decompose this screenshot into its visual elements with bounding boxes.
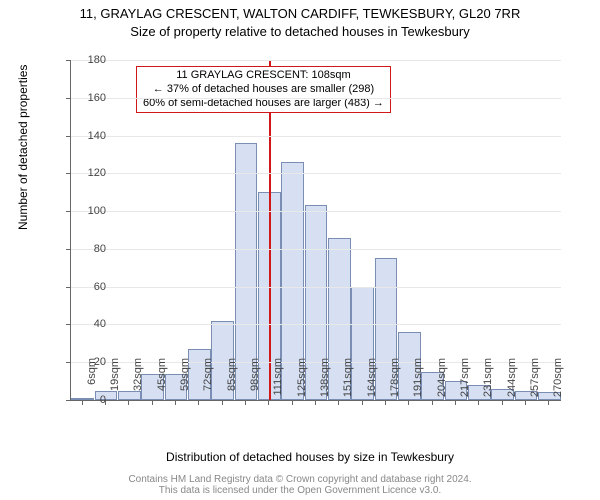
xtick-mark [128,400,129,405]
xtick-label: 85sqm [226,358,238,408]
footer-attribution: Contains HM Land Registry data © Crown c… [0,474,600,496]
gridline-h [71,136,561,137]
xtick-mark [315,400,316,405]
footer-line2: This data is licensed under the Open Gov… [0,485,600,496]
xtick-mark [478,400,479,405]
xtick-label: 178sqm [389,358,401,408]
ytick-mark [66,287,71,288]
page-title-address: 11, GRAYLAG CRESCENT, WALTON CARDIFF, TE… [0,6,600,21]
xtick-mark [548,400,549,405]
xtick-label: 191sqm [412,358,424,408]
xtick-mark [385,400,386,405]
gridline-h [71,324,561,325]
xtick-label: 72sqm [202,358,214,408]
xtick-label: 217sqm [459,358,471,408]
xtick-label: 204sqm [436,358,448,408]
gridline-h [71,249,561,250]
gridline-h [71,173,561,174]
xtick-label: 45sqm [156,358,168,408]
ytick-mark [66,362,71,363]
ytick-mark [66,211,71,212]
xtick-mark [152,400,153,405]
ytick-mark [66,173,71,174]
footer-line1: Contains HM Land Registry data © Crown c… [0,474,600,485]
ytick-mark [66,249,71,250]
ytick-mark [66,324,71,325]
xtick-mark [222,400,223,405]
xtick-mark [362,400,363,405]
ytick-label: 40 [76,318,106,330]
xtick-mark [198,400,199,405]
xtick-mark [502,400,503,405]
xtick-mark [525,400,526,405]
ytick-label: 80 [76,243,106,255]
xtick-mark [245,400,246,405]
xtick-mark [432,400,433,405]
xtick-mark [268,400,269,405]
annotation-line2: ← 37% of detached houses are smaller (29… [143,83,384,97]
ytick-label: 180 [76,54,106,66]
annotation-box: 11 GRAYLAG CRESCENT: 108sqm ← 37% of det… [136,66,391,113]
xtick-mark [292,400,293,405]
annotation-line1: 11 GRAYLAG CRESCENT: 108sqm [143,69,384,83]
xtick-mark [408,400,409,405]
xtick-label: 125sqm [296,358,308,408]
xtick-label: 151sqm [342,358,354,408]
xtick-mark [175,400,176,405]
xtick-label: 6sqm [86,358,98,408]
xtick-label: 138sqm [319,358,331,408]
x-axis-label: Distribution of detached houses by size … [0,450,600,464]
xtick-label: 231sqm [482,358,494,408]
xtick-mark [455,400,456,405]
chart-plot-area: 11 GRAYLAG CRESCENT: 108sqm ← 37% of det… [70,60,561,401]
gridline-h [71,211,561,212]
ytick-label: 140 [76,130,106,142]
ytick-label: 160 [76,92,106,104]
ytick-label: 60 [76,281,106,293]
page-title-subtitle: Size of property relative to detached ho… [0,24,600,39]
ytick-mark [66,60,71,61]
ytick-label: 100 [76,205,106,217]
xtick-label: 270sqm [552,358,564,408]
xtick-label: 59sqm [179,358,191,408]
xtick-label: 164sqm [366,358,378,408]
xtick-mark [338,400,339,405]
gridline-h [71,287,561,288]
ytick-mark [66,136,71,137]
xtick-label: 98sqm [249,358,261,408]
ytick-mark [66,98,71,99]
gridline-h [71,98,561,99]
xtick-label: 19sqm [109,358,121,408]
ytick-label: 120 [76,167,106,179]
xtick-label: 111sqm [272,358,284,408]
gridline-h [71,60,561,61]
xtick-label: 244sqm [506,358,518,408]
xtick-label: 257sqm [529,358,541,408]
xtick-label: 32sqm [132,358,144,408]
y-axis-label: Number of detached properties [16,65,30,230]
